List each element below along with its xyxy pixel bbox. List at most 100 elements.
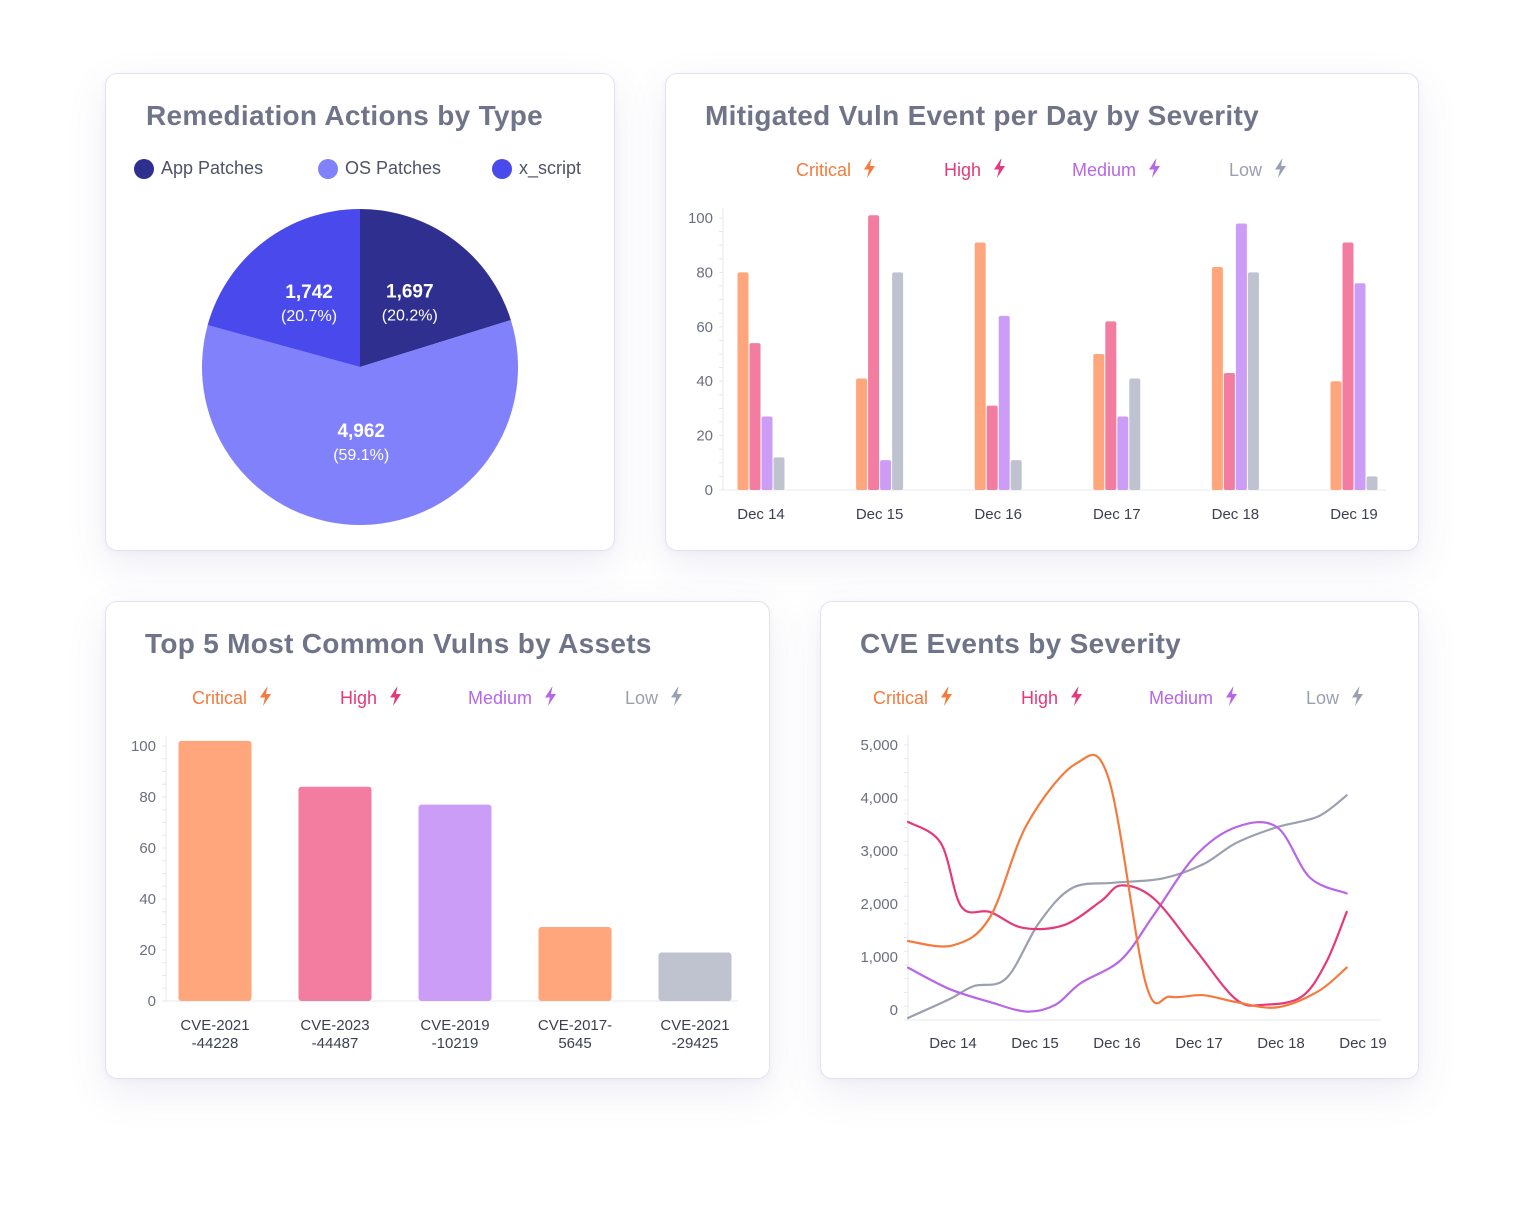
bar-low[interactable] [1366,476,1378,490]
legend-label: Medium [1072,160,1137,180]
legend-os-patches[interactable]: OS Patches [318,158,441,179]
bar-medium[interactable] [998,315,1010,490]
bar-high[interactable] [1105,321,1117,490]
os-patches-dot-icon [318,158,338,179]
y-tick-label: 40 [139,891,156,908]
x-tick-label: CVE-2021 [660,1017,729,1034]
bar-low[interactable] [892,272,904,490]
pie-percent-label: (20.2%) [382,307,438,324]
legend-critical[interactable]: Critical [796,158,876,183]
severity-legend: Critical High Medium Low [873,686,1413,710]
bar-critical[interactable] [178,740,252,1001]
legend-label: Medium [468,688,533,708]
x-script-dot-icon [492,158,512,179]
legend-low[interactable]: Low [1306,686,1364,711]
x-tick-label: Dec 14 [929,1035,977,1052]
legend-high[interactable]: High [944,158,1006,183]
bar-high[interactable] [868,215,880,490]
bar-medium[interactable] [761,416,773,490]
remediation-actions-card: Remediation Actions by Type App Patches … [105,73,615,551]
legend-high[interactable]: High [1021,686,1083,711]
bolt-icon [993,158,1006,183]
legend-label: x_script [519,158,582,178]
legend-low[interactable]: Low [625,686,683,711]
line-low[interactable] [906,794,1348,1020]
bolt-icon [1148,158,1161,183]
severity-legend: Critical High Medium Low [192,686,752,710]
x-tick-label: Dec 18 [1257,1035,1305,1052]
pie-value-label: 1,742 [285,282,333,303]
y-tick-label: 5,000 [860,737,898,754]
pie-slice-os-patches[interactable] [202,320,519,525]
y-tick-label: 60 [139,840,156,857]
bar-low[interactable] [773,457,785,490]
bar-medium[interactable] [418,804,492,1001]
pie-slice-app-patches[interactable] [360,209,511,367]
bolt-icon [389,686,402,711]
legend-medium[interactable]: Medium [1072,158,1161,183]
bar-medium[interactable] [1354,283,1366,490]
bolt-icon [1070,686,1083,711]
legend-critical[interactable]: Critical [873,686,953,711]
legend-medium[interactable]: Medium [1149,686,1238,711]
line-chart: 0 1,000 2,000 3,000 4,000 5,000 Dec 14 Dec 15 De… [860,735,1387,1052]
pie-legend: App Patches OS Patches x_script [134,158,604,182]
x-tick-label: Dec 19 [1339,1035,1387,1052]
bar-low[interactable] [1247,272,1259,490]
bar-critical[interactable] [1211,266,1223,490]
x-tick-label: Dec 15 [1011,1035,1059,1052]
legend-x-script[interactable]: x_script [492,158,581,179]
line-critical[interactable] [906,753,1348,1009]
x-tick-label: -10219 [432,1035,479,1052]
bar-low[interactable] [658,952,732,1001]
legend-critical[interactable]: Critical [192,686,272,711]
bar-critical[interactable] [856,378,868,490]
bar-medium[interactable] [1235,223,1247,490]
pie-slice-x-script[interactable] [207,209,360,367]
y-tick-label: 80 [696,264,713,281]
bar-high[interactable] [1342,242,1354,490]
bar-critical[interactable] [737,272,749,490]
top5-vulns-title: Top 5 Most Common Vulns by Assets [145,628,652,659]
bar-critical[interactable] [1093,354,1105,490]
bolt-icon [670,686,683,711]
y-tick-label: 40 [696,373,713,390]
x-tick-label: 5645 [558,1035,591,1052]
cve-events-card: CVE Events by Severity Critical High Mediu… [820,601,1419,1079]
bar-medium[interactable] [1117,416,1129,490]
bar-high[interactable] [749,343,761,490]
cve-events-title: CVE Events by Severity [860,628,1181,659]
line-medium[interactable] [906,821,1348,1013]
severity-legend: Critical High Medium Low [796,158,1356,182]
legend-app-patches[interactable]: App Patches [134,158,263,179]
legend-label: OS Patches [345,158,442,178]
bar-critical[interactable] [974,242,986,490]
y-tick-label: 0 [705,482,713,499]
legend-label: Low [1306,688,1340,708]
x-tick-label: CVE-2021 [180,1017,249,1034]
y-tick-label: 0 [890,1002,898,1019]
legend-medium[interactable]: Medium [468,686,557,711]
x-tick-label: CVE-2019 [420,1017,489,1034]
legend-low[interactable]: Low [1229,158,1287,183]
bar-low[interactable] [1010,460,1022,490]
legend-label: Critical [873,688,929,708]
x-tick-label: Dec 17 [1175,1035,1223,1052]
bar-low[interactable] [1129,378,1141,490]
bar-high[interactable] [986,405,998,490]
grouped-bar-chart: 0 20 40 60 80 100 Dec 14 Dec 15 Dec 16 Dec 17 Dec … [688,208,1386,523]
bar-medium[interactable] [880,460,892,490]
bolt-icon [1351,686,1364,711]
bar-high[interactable] [298,786,372,1001]
bolt-icon [863,158,876,183]
y-tick-label: 20 [139,942,156,959]
line-high[interactable] [906,820,1348,1007]
legend-high[interactable]: High [340,686,402,711]
y-tick-label: 60 [696,319,713,336]
bar-high[interactable] [1223,373,1235,490]
x-tick-label: -29425 [672,1035,719,1052]
bar-critical[interactable] [1330,381,1342,490]
legend-label: High [1021,688,1059,708]
bar-critical[interactable] [538,927,612,1001]
